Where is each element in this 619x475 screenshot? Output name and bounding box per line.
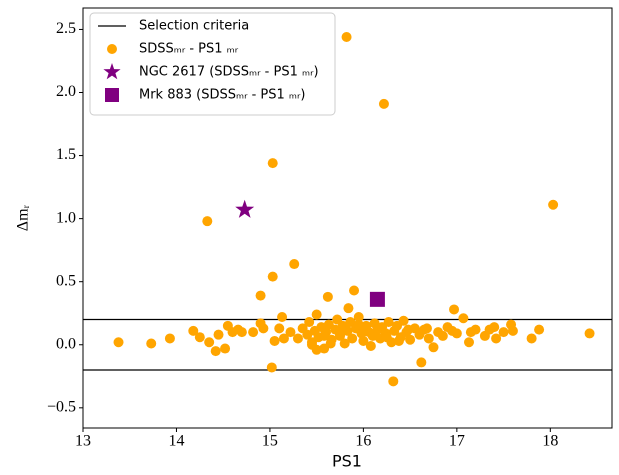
point (388, 376, 399, 387)
point (347, 333, 358, 344)
point (306, 339, 317, 350)
point (507, 325, 518, 336)
point (341, 32, 352, 43)
point (548, 199, 559, 210)
point (421, 323, 432, 334)
point (202, 216, 213, 227)
point (423, 333, 434, 344)
point (304, 317, 315, 328)
x-axis-label: PS1 (332, 452, 362, 471)
point (335, 329, 346, 340)
point (267, 271, 278, 282)
point (451, 328, 462, 339)
y-axis-label: Δmᵣ (15, 204, 32, 231)
point (285, 327, 296, 338)
square-marker (105, 88, 119, 102)
y-tick-label: 0.0 (56, 335, 76, 352)
legend-label: Mrk 883 (SDSSₘᵣ - PS1 ₘᵣ) (139, 88, 305, 103)
point (358, 335, 369, 346)
point (342, 325, 353, 336)
point (266, 362, 277, 373)
point (428, 342, 439, 353)
point (383, 317, 394, 328)
point (489, 322, 500, 333)
point (258, 323, 269, 334)
point (381, 332, 392, 343)
point (584, 328, 595, 339)
point (188, 325, 199, 336)
point (289, 259, 300, 270)
point (277, 312, 288, 323)
point (164, 333, 175, 344)
plot-frame (82, 7, 613, 429)
point (534, 324, 545, 335)
point (213, 329, 224, 340)
point (343, 303, 354, 314)
point (458, 313, 469, 324)
point (325, 338, 336, 349)
x-tick-label: 16 (355, 433, 371, 450)
y-tick-label: 2.5 (56, 20, 76, 37)
y-tick-label: −0.5 (47, 398, 76, 415)
y-tick-label: 1.0 (56, 209, 76, 226)
y-tick-label: 1.5 (56, 146, 76, 163)
point (255, 290, 266, 301)
y-tick-label: 2.0 (56, 83, 76, 100)
legend-label: Selection criteria (139, 19, 249, 34)
point (322, 291, 333, 302)
point (204, 337, 215, 348)
point (498, 327, 509, 338)
point (269, 335, 280, 346)
point (278, 333, 289, 344)
square-marker (369, 291, 385, 307)
point (378, 98, 389, 109)
point (349, 285, 360, 296)
x-tick-label: 14 (168, 433, 184, 450)
y-tick-label: 0.5 (56, 272, 76, 289)
point (405, 334, 416, 345)
point (319, 330, 330, 341)
point (491, 333, 502, 344)
point (393, 335, 404, 346)
point (236, 327, 247, 338)
point (311, 309, 322, 320)
point (194, 332, 205, 343)
x-tick-label: 17 (449, 433, 465, 450)
point (470, 324, 481, 335)
point (248, 327, 259, 338)
point (220, 343, 231, 354)
point (356, 328, 367, 339)
point (146, 338, 157, 349)
star-marker (235, 199, 255, 218)
point (353, 319, 364, 330)
point (302, 329, 313, 340)
point (353, 312, 364, 323)
legend-label: SDSSₘᵣ - PS1 ₘᵣ (139, 42, 239, 57)
point (526, 333, 537, 344)
legend-box (89, 12, 336, 116)
legend-label: NGC 2617 (SDSSₘᵣ - PS1 ₘᵣ) (139, 65, 319, 80)
point (107, 44, 117, 54)
point (113, 337, 124, 348)
point (416, 357, 427, 368)
point (398, 315, 409, 326)
point (403, 324, 414, 335)
point (210, 346, 221, 357)
x-tick-label: 18 (542, 433, 558, 450)
x-tick-label: 15 (262, 433, 278, 450)
point (339, 338, 350, 349)
point (464, 337, 475, 348)
x-tick-label: 13 (75, 433, 91, 450)
point (267, 158, 278, 169)
point (437, 330, 448, 341)
point (449, 304, 460, 315)
point (365, 341, 376, 352)
point (292, 333, 303, 344)
point (274, 323, 285, 334)
star-marker (103, 63, 121, 80)
